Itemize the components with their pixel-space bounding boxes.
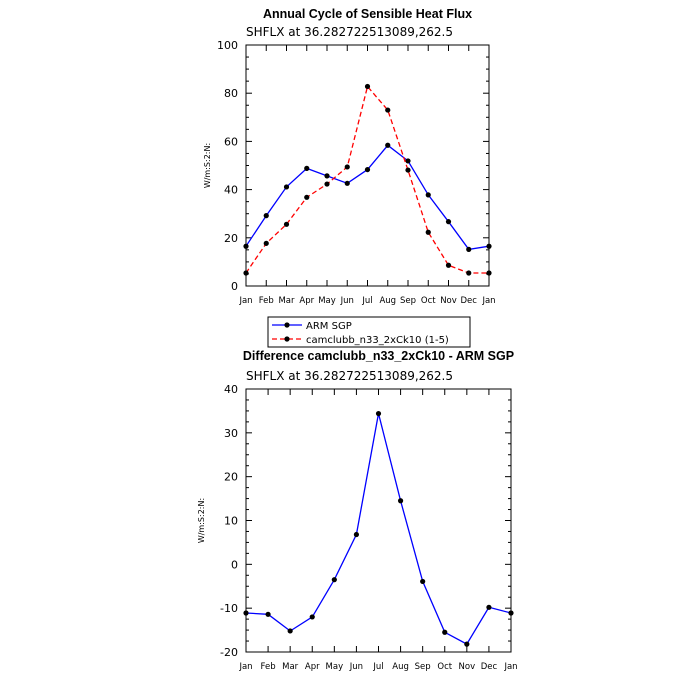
- series-1-point: [425, 192, 431, 198]
- series-1-point: [304, 165, 310, 171]
- series-1-point: [405, 158, 411, 164]
- chart-title: Annual Cycle of Sensible Heat Flux: [263, 7, 472, 21]
- plot-frame: [245, 388, 512, 653]
- y-tick-label: 20: [224, 232, 238, 245]
- x-tick-label: Oct: [421, 296, 436, 306]
- y-tick-label: 80: [224, 87, 238, 100]
- series-1-point: [464, 641, 470, 647]
- x-tick-label: Apr: [305, 662, 320, 672]
- chart-2: Difference camclubb_n33_2xCk10 - ARM SGP…: [197, 349, 518, 672]
- x-tick-label: Feb: [261, 662, 276, 672]
- series-line-1: [245, 413, 512, 645]
- series-1-point: [324, 173, 330, 179]
- series-1-point: [287, 628, 293, 634]
- y-tick-label: 60: [224, 135, 238, 148]
- legend: [267, 316, 471, 348]
- legend-entry: ARM SGP: [306, 321, 352, 332]
- series-1-point: [283, 184, 290, 190]
- x-tick-label: Aug: [392, 662, 409, 672]
- series-1-point: [309, 614, 315, 620]
- y-tick-label: 40: [224, 383, 238, 396]
- chart-subtitle: SHFLX at 36.282722513089,262.5: [246, 369, 453, 383]
- series-2-point: [243, 270, 249, 276]
- series-2-point: [324, 181, 330, 187]
- series-2-point: [445, 262, 452, 268]
- x-tick-label: Nov: [459, 662, 476, 672]
- series-1-point: [442, 629, 448, 635]
- series-2-point: [486, 270, 492, 276]
- y-tick-label: 0: [231, 280, 238, 293]
- x-tick-label: Feb: [259, 296, 274, 306]
- series-2-point: [466, 270, 472, 276]
- y-axis-label: W/m:S:2:N:: [203, 143, 212, 188]
- y-tick-label: 30: [224, 427, 238, 440]
- x-tick-label: Nov: [440, 296, 457, 306]
- series-2-point: [425, 229, 431, 235]
- x-tick-label: Mar: [278, 296, 295, 306]
- series-1-point: [265, 611, 271, 617]
- x-tick-label: Sep: [415, 662, 431, 672]
- chart-subtitle: SHFLX at 36.282722513089,262.5: [246, 25, 453, 39]
- y-axis-label: W/m:S:2:N:: [197, 498, 206, 543]
- series-2-point: [304, 194, 310, 200]
- x-tick-label: Mar: [282, 662, 299, 672]
- series-1-point: [508, 610, 514, 616]
- legend-marker: [284, 322, 290, 328]
- x-tick-label: May: [326, 662, 344, 672]
- y-tick-label: -20: [220, 646, 238, 659]
- x-tick-label: Jan: [503, 662, 517, 672]
- x-tick-label: Aug: [379, 296, 396, 306]
- series-line-2: [245, 85, 489, 274]
- series-2-point: [385, 107, 391, 113]
- y-tick-label: 20: [224, 471, 238, 484]
- x-tick-label: Jan: [238, 296, 252, 306]
- series-1-point: [243, 243, 249, 249]
- y-tick-label: 0: [231, 558, 238, 571]
- series-2-point: [344, 164, 350, 170]
- x-tick-label: Sep: [400, 296, 416, 306]
- legend-marker: [284, 336, 290, 342]
- series-2-point: [283, 221, 290, 227]
- series-2-point: [405, 167, 411, 173]
- series-1-point: [397, 498, 404, 504]
- y-tick-label: 100: [217, 39, 238, 52]
- series-1-point: [385, 142, 391, 148]
- series-1-point: [364, 166, 371, 173]
- x-tick-label: Apr: [299, 296, 314, 306]
- legend-entry: camclubb_n33_2xCk10 (1-5): [306, 335, 449, 346]
- x-tick-label: Jul: [372, 662, 383, 672]
- series-1-point: [486, 604, 492, 610]
- y-tick-label: 40: [224, 184, 238, 197]
- series-line-1: [245, 144, 490, 251]
- series-1-point: [344, 180, 350, 186]
- series-1-point: [486, 243, 492, 249]
- series-1-point: [353, 531, 360, 538]
- x-tick-label: Jun: [340, 296, 354, 306]
- x-tick-label: Dec: [481, 662, 498, 672]
- series-1-point: [331, 577, 337, 583]
- x-tick-label: Jun: [349, 662, 363, 672]
- chart-1: Annual Cycle of Sensible Heat Flux SHFLX …: [203, 7, 496, 348]
- chart-title: Difference camclubb_n33_2xCk10 - ARM SGP: [243, 349, 514, 363]
- series-1-point: [243, 610, 249, 616]
- series-1-point: [466, 246, 472, 252]
- series-2-point: [263, 240, 269, 246]
- x-tick-label: May: [318, 296, 336, 306]
- series-1-point: [375, 410, 382, 417]
- series-1-point: [445, 219, 452, 225]
- x-tick-label: Jul: [361, 296, 372, 306]
- y-tick-label: -10: [220, 602, 238, 615]
- series-2-point: [364, 83, 371, 90]
- x-tick-label: Dec: [461, 296, 478, 306]
- x-tick-label: Jan: [481, 296, 495, 306]
- series-1-point: [420, 578, 426, 585]
- plot-frame: [245, 44, 490, 287]
- x-tick-label: Jan: [238, 662, 252, 672]
- y-tick-label: 10: [224, 515, 238, 528]
- x-tick-label: Oct: [437, 662, 452, 672]
- series-1-point: [263, 213, 269, 219]
